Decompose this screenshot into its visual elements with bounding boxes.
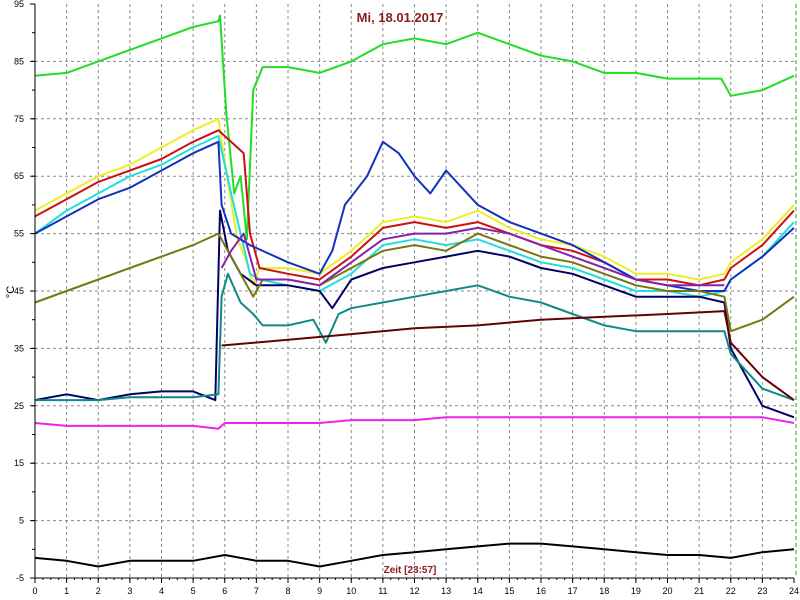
series-line-9	[35, 272, 795, 402]
x-tick-label: 9	[317, 586, 322, 596]
x-tick-label: 23	[757, 586, 767, 596]
y-tick-label: 5	[19, 516, 24, 526]
series-line-8	[220, 226, 725, 287]
y-tick-label: 15	[14, 458, 24, 468]
x-tick-label: 18	[599, 586, 609, 596]
y-tick-label: 35	[14, 343, 24, 353]
y-tick-label: 65	[14, 171, 24, 181]
y-tick-label: 55	[14, 229, 24, 239]
series-line-11	[34, 416, 795, 430]
x-tick-label: 12	[409, 586, 419, 596]
series-line-1	[34, 14, 795, 241]
axis-layer: 0 1 2 3 4 5 6 7 8 9 10 11 12 13 14 15 16 17 18 19 20 21 22 23 24…	[14, 0, 799, 596]
y-tick-label: 25	[14, 401, 24, 411]
x-tick-label: 19	[631, 586, 641, 596]
x-axis-label: Zeit [23:57]	[384, 565, 437, 576]
y-axis-label: °C	[5, 286, 17, 298]
x-tick-label: 0	[32, 586, 37, 596]
x-tick-label: 14	[473, 586, 483, 596]
x-tick-label: 2	[96, 586, 101, 596]
x-tick-label: 21	[694, 586, 704, 596]
series-layer	[34, 14, 795, 568]
series-line-6	[34, 209, 795, 419]
series-line-10	[221, 310, 795, 401]
x-tick-label: 4	[159, 586, 164, 596]
x-tick-label: 10	[346, 586, 356, 596]
x-tick-label: 8	[285, 586, 290, 596]
y-tick-label: 45	[14, 286, 24, 296]
x-tick-label: 11	[378, 586, 387, 596]
x-tick-label: 20	[662, 586, 672, 596]
x-tick-label: 22	[726, 586, 736, 596]
y-tick-label: 75	[14, 114, 24, 124]
x-tick-label: 16	[536, 586, 546, 596]
series-line-4	[34, 135, 795, 298]
x-tick-label: 6	[222, 586, 227, 596]
series-line-12	[34, 542, 795, 568]
x-tick-label: 7	[254, 586, 259, 596]
series-line-3	[34, 129, 795, 287]
x-tick-label: 3	[127, 586, 132, 596]
y-tick-label: 95	[14, 0, 24, 9]
x-tick-label: 15	[504, 586, 514, 596]
x-tick-label: 5	[191, 586, 196, 596]
x-tick-label: 1	[64, 586, 69, 596]
x-tick-label: 13	[441, 586, 451, 596]
series-line-2	[34, 117, 795, 287]
x-tick-label: 17	[568, 586, 578, 596]
x-tick-label: 24	[789, 586, 799, 596]
y-tick-label: -5	[16, 573, 24, 583]
y-tick-label: 85	[14, 56, 24, 66]
series-line-7	[34, 232, 795, 333]
chart-title: Mi, 18.01.2017	[357, 10, 444, 25]
